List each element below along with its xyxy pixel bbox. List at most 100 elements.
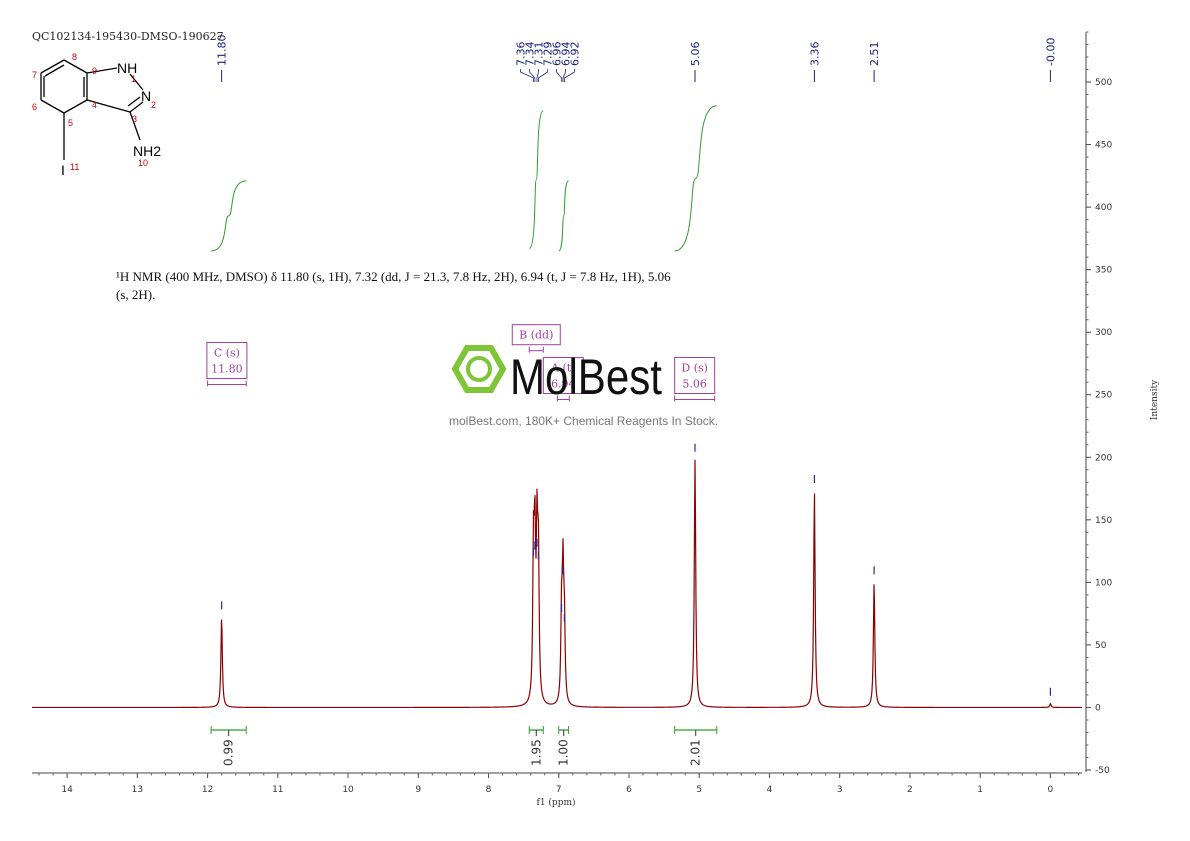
spectrum-trace — [32, 443, 1082, 709]
x-axis-label: f1 (ppm) — [537, 797, 576, 808]
locant-4: 4 — [92, 100, 97, 110]
sample-id: QC102134-195430-DMSO-190627 — [32, 30, 224, 43]
atom-label-nh: NH — [117, 60, 137, 76]
locant-10: 10 — [138, 158, 148, 168]
integral-curve — [211, 180, 247, 252]
x-tick-label: 7 — [556, 785, 562, 795]
x-tick-label: 2 — [907, 785, 913, 795]
y-tick-label: 100 — [1095, 578, 1112, 588]
peak-label: 3.36 — [808, 42, 821, 67]
molbest-logo: MolBest — [451, 345, 662, 405]
multiplet-value: 6.94 — [551, 377, 576, 390]
peak-label-leader — [563, 69, 575, 82]
peak-label: 11.80 — [216, 35, 229, 67]
peak-label: 7.34 — [524, 42, 537, 67]
y-tick-label: -50 — [1095, 766, 1110, 776]
locant-7: 7 — [32, 70, 37, 80]
nmr-description: ¹H NMR (400 MHz, DMSO) δ 11.80 (s, 1H), … — [116, 269, 671, 302]
integral-curve — [558, 180, 570, 252]
x-tick-label: 1 — [977, 785, 983, 795]
multiplet-boxes: C (s) 11.80 B (dd) A (t) 6.94 D (s) 5.06 — [206, 324, 716, 402]
structure-atom-labels: NH N NH2 I — [61, 60, 161, 178]
peak-label: 7.36 — [515, 42, 528, 67]
integral-value: 1.00 — [557, 739, 571, 766]
structure-locants: 1 2 3 4 5 6 7 8 9 10 11 — [32, 52, 156, 172]
integral-value: 1.95 — [529, 739, 543, 766]
locant-9: 9 — [92, 66, 97, 76]
locant-11: 11 — [70, 162, 79, 172]
multiplet-box — [206, 341, 248, 379]
atom-label-nh2: NH2 — [133, 143, 161, 159]
integral-curve — [674, 105, 717, 252]
peak-label-leader — [537, 69, 548, 82]
y-tick-label: 200 — [1095, 453, 1112, 463]
x-axis: 14 13 12 11 10 9 8 7 6 5 4 3 2 1 0 — [32, 772, 1082, 795]
integral-bars: 0.99 1.95 1.00 2.01 — [210, 726, 718, 766]
integral-value: 0.99 — [222, 739, 236, 766]
atom-label-i: I — [61, 162, 65, 178]
x-tick-label: 11 — [272, 785, 283, 795]
peak-label-leader — [556, 69, 562, 82]
y-tick-label: 250 — [1095, 391, 1112, 401]
integral-curves — [211, 105, 717, 252]
locant-3: 3 — [132, 114, 137, 124]
x-tick-label: 9 — [415, 785, 421, 795]
peak-label: 6.92 — [569, 42, 582, 67]
x-tick-label: 0 — [1048, 785, 1054, 795]
y-tick-label: 0 — [1095, 703, 1101, 713]
y-axis-label: Intensity — [1150, 379, 1160, 420]
y-tick-label: 150 — [1095, 516, 1112, 526]
y-tick-label: 350 — [1095, 266, 1112, 276]
peak-label: 6.96 — [551, 42, 564, 67]
x-tick-label: 14 — [61, 785, 73, 795]
y-tick-label: 50 — [1095, 641, 1107, 651]
multiplet-label: D (s) — [681, 361, 708, 374]
multiplet-label: C (s) — [214, 346, 240, 359]
peak-label: 6.94 — [560, 42, 573, 67]
hexagon-ring-icon — [466, 356, 492, 382]
peak-label: 2.51 — [868, 42, 881, 67]
integral-value: 2.01 — [689, 739, 703, 766]
y-tick-label: 500 — [1095, 78, 1112, 88]
multiplet-value: 5.06 — [682, 377, 707, 390]
multiplet-box — [542, 356, 584, 394]
y-tick-label: 450 — [1095, 141, 1112, 151]
locant-5: 5 — [68, 118, 73, 128]
multiplet-box — [511, 324, 561, 346]
locant-8: 8 — [72, 52, 77, 62]
peak-label: 5.06 — [689, 42, 702, 67]
y-tick-label: 300 — [1095, 328, 1112, 338]
multiplet-label: B (dd) — [519, 329, 553, 342]
watermark-tagline: molBest.com, 180K+ Chemical Reagents In … — [449, 414, 719, 428]
peak-labels: 11.80 7.367.347.317.296.966.946.92 5.06 3.3… — [216, 35, 1057, 82]
multiplet-value: 11.80 — [211, 362, 243, 375]
x-tick-label: 4 — [767, 785, 773, 795]
peak-label-leader — [562, 69, 566, 82]
x-tick-label: 13 — [132, 785, 143, 795]
peak-label: 7.29 — [542, 42, 555, 67]
locant-1: 1 — [131, 74, 136, 84]
x-tick-label: 6 — [626, 785, 632, 795]
x-tick-label: 3 — [837, 785, 843, 795]
integral-curve — [528, 110, 544, 249]
locant-2: 2 — [151, 100, 156, 110]
peak-label-leader — [520, 69, 534, 82]
peak-label: 7.31 — [533, 42, 546, 67]
watermark-brand: MolBest — [510, 349, 662, 405]
y-axis: -50 0 50 100 150 200 250 300 350 400 450 500 — [1085, 31, 1112, 776]
peak-label-leader — [529, 69, 536, 82]
spectrum-line — [32, 459, 1082, 709]
peak-label: -0.00 — [1044, 38, 1057, 66]
locant-6: 6 — [32, 102, 37, 112]
hexagon-logo-icon — [451, 345, 507, 393]
atom-label-n: N — [141, 88, 151, 104]
peak-label-leader — [536, 69, 539, 82]
multiplet-box — [674, 356, 716, 394]
x-tick-label: 12 — [202, 785, 213, 795]
chemical-structure — [40, 59, 144, 160]
x-tick-label: 10 — [342, 785, 354, 795]
x-tick-label: 8 — [486, 785, 492, 795]
y-tick-label: 400 — [1095, 203, 1112, 213]
x-tick-label: 5 — [696, 785, 702, 795]
